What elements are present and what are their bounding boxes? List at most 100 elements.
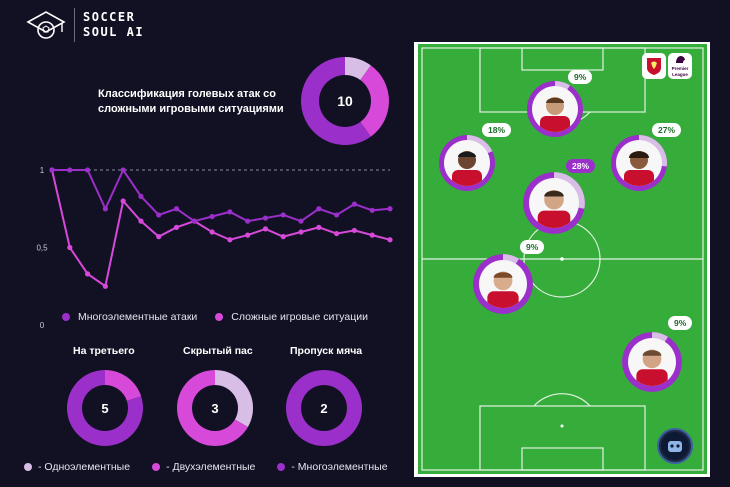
legend-one-label: - Одноэлементные [38,461,131,473]
main-donut-segment-1 [345,57,371,80]
legend-multi-label: Многоэлементные атаки [78,311,198,323]
player-photo-4 [529,178,579,228]
premier-league-badge: Premier League [668,53,692,79]
legend-two-label: - Двухэлементные [166,461,256,473]
player-photo-2 [444,140,490,186]
series-2-point [102,283,108,289]
player-pct-6: 9% [668,316,693,330]
series-1-point [191,218,197,224]
series-2-point [316,224,322,230]
series-1-point [387,206,393,212]
brand-line-2: SOUL AI [83,25,145,39]
main-donut-value: 10 [337,93,353,109]
series-2-point [245,232,251,238]
chart-legend: Многоэлементные атаки Сложные игровые си… [62,311,368,323]
series-2-point [120,198,126,204]
lion-icon [676,55,685,63]
series-1-point [84,167,91,173]
logo-divider [74,8,75,42]
small-donut-2-segment-1 [215,370,253,427]
legend-many-label: - Многоэлементные [291,461,388,473]
legend-complex-label: Сложные игровые ситуации [231,311,368,323]
club-badges: Premier League [642,53,692,79]
series-2-point [156,234,162,240]
series-2-point [209,229,215,235]
main-donut: 10 [301,57,389,145]
series-1-point [156,212,162,218]
series-2-point [84,271,91,277]
small-donut-2-segment-2 [177,370,248,446]
main-title: Классификация голевых атак со сложными и… [98,88,284,115]
series-2-point [227,237,233,243]
legend-dot-multi [62,313,70,321]
brand-line-1: SOCCER [83,10,136,24]
series-2-point [280,234,286,240]
robot-face-icon [661,432,689,460]
series-2-point [262,226,269,232]
y-tick-label: 0,5 [36,244,48,253]
series-1-point [173,206,180,212]
series-2-point [334,230,340,237]
main-donut-segment-3 [301,57,371,145]
series-2-point [173,224,180,230]
small-donut-2-value: 3 [211,401,218,416]
series-1-point [120,167,126,173]
small-donut-3-segment-1 [286,370,363,446]
soccer-ball-cap-icon [26,11,66,39]
series-2-point [138,218,144,224]
legend-complex: Сложные игровые ситуации [215,311,368,323]
player-pct-2: 18% [482,123,512,137]
y-tick-label: 0 [40,321,45,330]
legend-many: - Многоэлементные [277,461,388,473]
player-photo-5 [479,260,527,308]
series-1-point [67,167,73,173]
line-chart: 10,50 [36,166,393,330]
player-ring-share [652,332,669,343]
series-2-point [67,244,73,251]
player-ring-share [503,254,520,265]
small-donut-1-segment-1 [105,370,142,401]
small-donut-3-value: 2 [320,401,327,416]
player-pct-5: 9% [520,240,545,254]
legend-dot-two [152,463,161,471]
series-line-1 [52,167,391,223]
main-donut-segment-2 [360,65,389,137]
player-ring-share [554,172,585,209]
legend-dot-many [277,463,286,471]
series-1-point [245,218,251,224]
series-2-point [298,229,304,235]
series-1-point [262,215,269,221]
player-photo-3 [616,140,662,186]
small-donut-3: 2 [286,370,363,446]
ai-assistant-avatar[interactable] [657,428,693,464]
series-1-point [316,206,322,212]
player-pct-1: 9% [568,70,593,84]
series-1-point [138,193,144,199]
type-legend: - Одноэлементные - Двухэлементные - Мног… [24,461,388,473]
player-pct-4: 28% [566,159,596,173]
legend-two: - Двухэлементные [152,461,255,473]
player-pct-3: 27% [652,123,682,137]
series-2-point [369,232,375,238]
premier-league-label: Premier League [671,65,689,77]
legend-dot-complex [215,313,224,321]
series-1-point [227,209,233,215]
series-line-2 [51,169,391,288]
small-title-2: Скрытый пас [183,345,253,357]
series-1-point [209,213,215,220]
brand-name: SOCCER SOUL AI [83,10,144,40]
series-2-point [387,237,393,243]
legend-multi: Многоэлементные атаки [62,311,197,323]
player-photo-1 [532,86,578,132]
series-1-point [280,212,286,218]
series-2-point [351,227,358,234]
series-1-point [369,207,375,213]
brand-logo: SOCCER SOUL AI [24,8,144,42]
small-title-3: Пропуск мяча [290,345,363,357]
series-1-point [298,218,304,224]
small-donut-1-value: 5 [101,401,108,416]
series-1-point [49,167,55,173]
small-title-1: На третьего [73,345,135,357]
small-donut-1: 5 [67,370,143,446]
small-donut-1-segment-2 [67,370,143,446]
